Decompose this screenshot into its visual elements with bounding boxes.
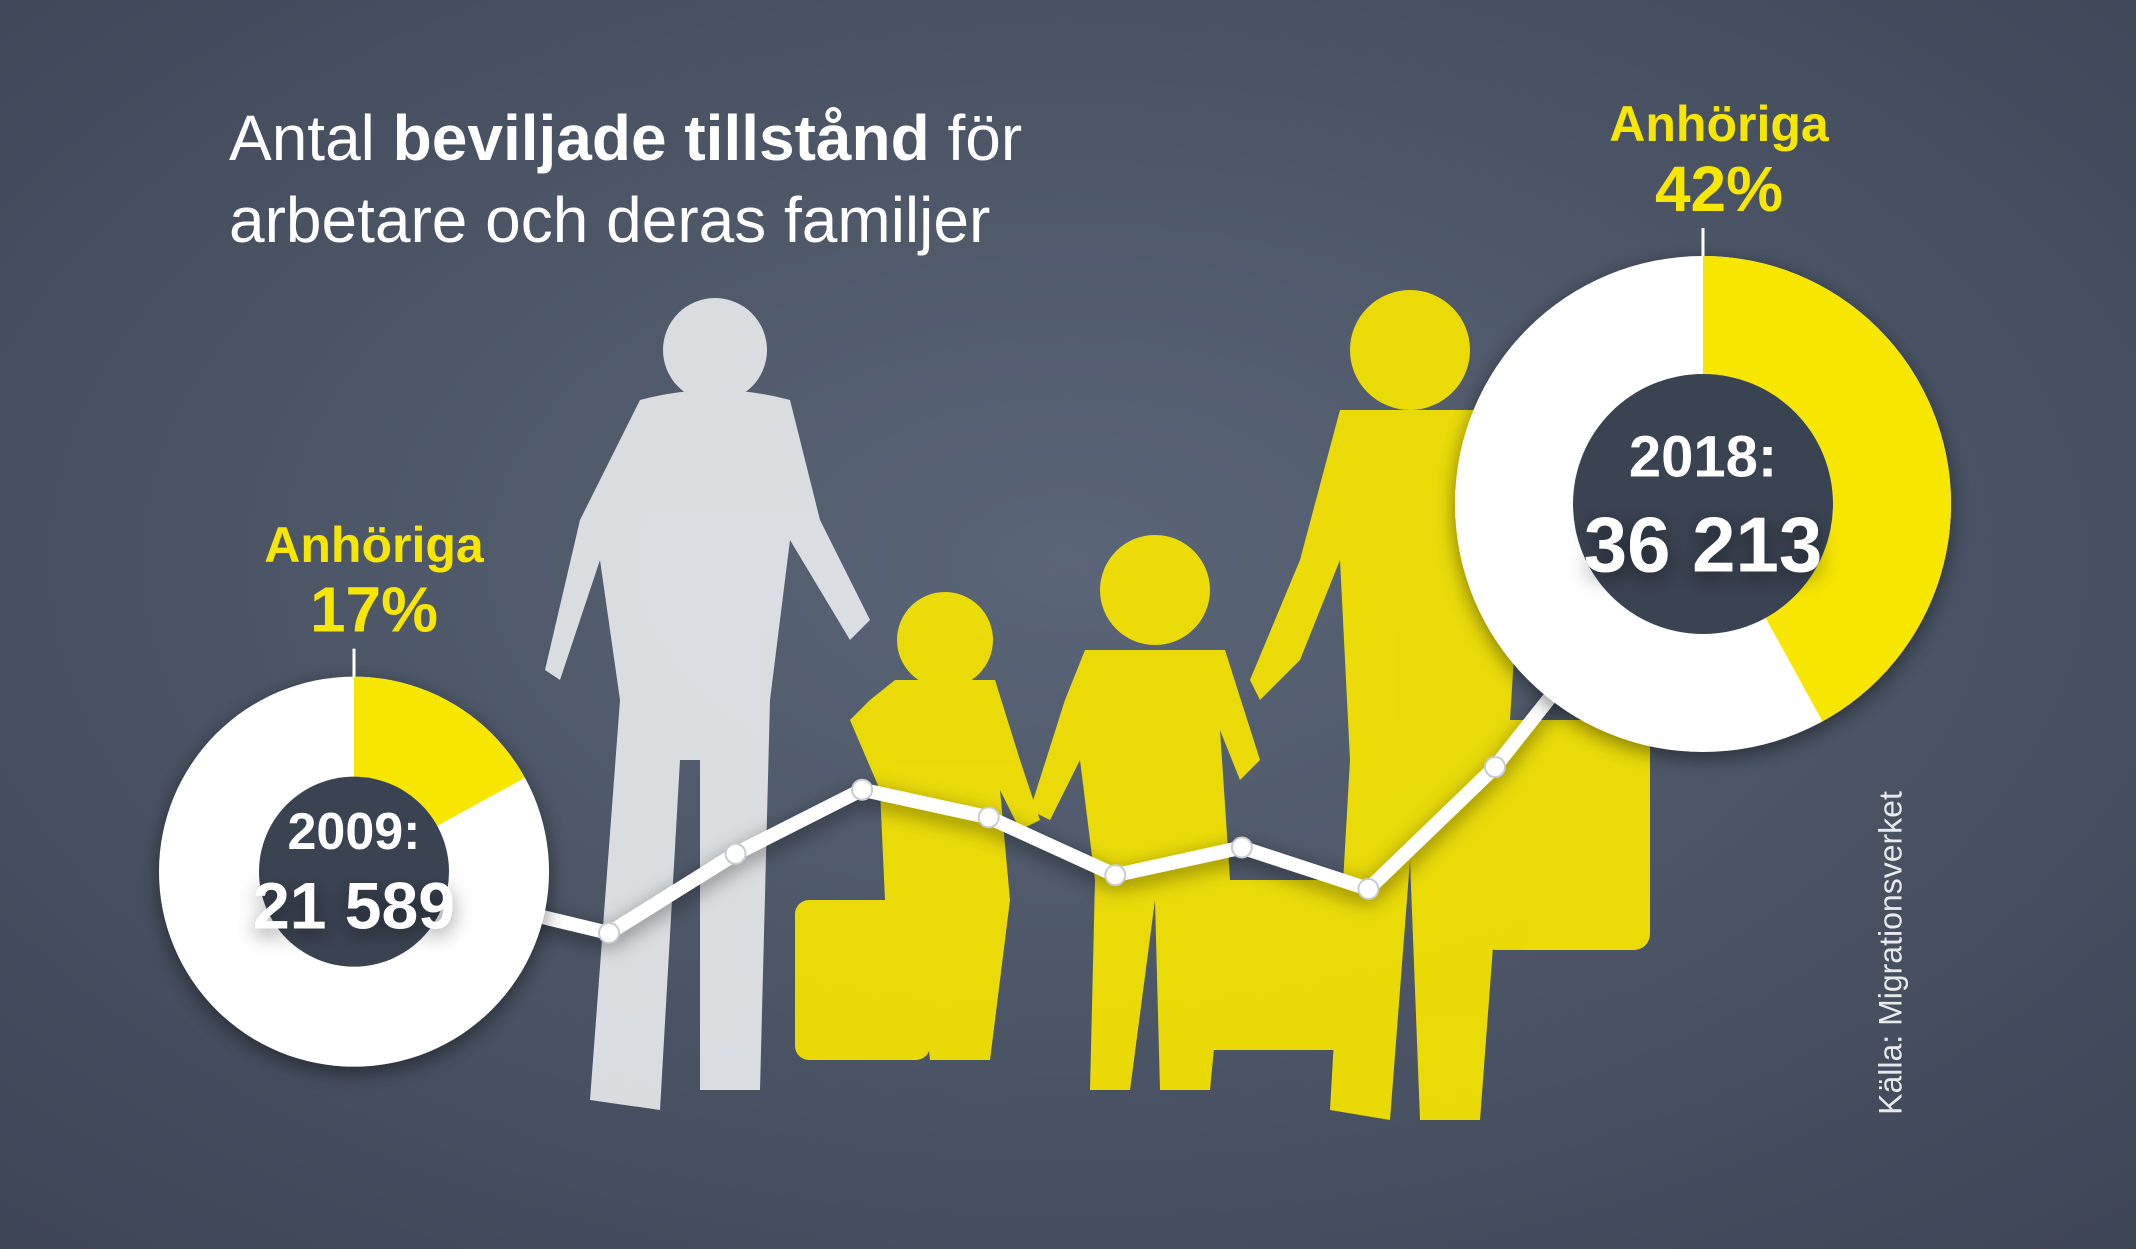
point	[1104, 864, 1127, 887]
donut-hole	[259, 776, 449, 967]
point	[1484, 756, 1506, 779]
segment-value: 42%	[1655, 153, 1783, 225]
point	[598, 922, 620, 944]
year-label: 2009:	[288, 803, 421, 861]
title-part: för	[947, 102, 1022, 174]
point	[851, 778, 874, 801]
total-label: 21 589	[253, 869, 455, 943]
title-part: beviljade tillstånd	[393, 102, 930, 174]
point	[724, 842, 747, 865]
title-line-2: arbetare och deras familjer	[229, 184, 990, 256]
title-line-1: Antal beviljade tillstånd för	[229, 102, 1022, 174]
point	[1230, 836, 1253, 859]
donut-segment	[354, 676, 525, 826]
segment-name: Anhöriga	[264, 517, 485, 573]
segment-value: 17%	[310, 574, 438, 646]
donut-hole	[1573, 374, 1833, 634]
segment-name: Anhöriga	[1609, 96, 1830, 152]
year-label: 2018:	[1629, 424, 1777, 489]
title-part: Antal	[229, 102, 375, 174]
source: Källa: Migrationsverket	[1872, 791, 1908, 1115]
point	[977, 806, 1000, 829]
line	[352, 499, 1709, 940]
point	[1357, 878, 1380, 901]
total-label: 36 213	[1584, 500, 1823, 588]
donut-segment	[1703, 256, 1951, 722]
